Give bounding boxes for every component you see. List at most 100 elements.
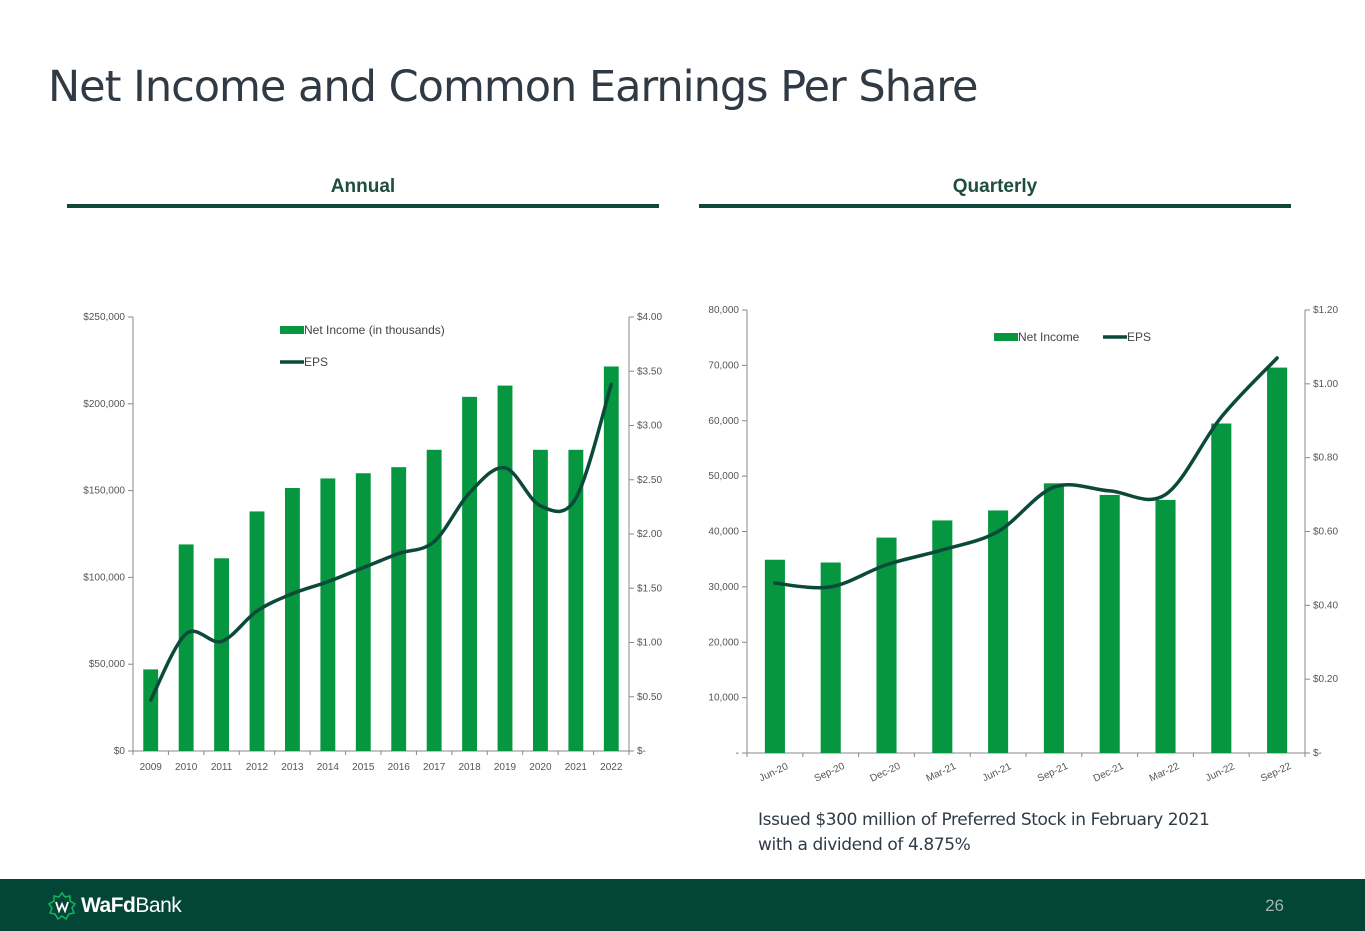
x-tick-label: Dec-20	[869, 761, 903, 785]
right-tick-label: $0.60	[1313, 527, 1338, 538]
net-income-bar	[532, 449, 548, 751]
net-income-bar	[820, 562, 841, 753]
left-tick-label: $0	[114, 746, 126, 757]
net-income-bar	[1211, 423, 1232, 753]
x-tick-label: 2017	[423, 762, 446, 773]
net-income-bar	[284, 487, 300, 751]
right-tick-label: $-	[1313, 748, 1322, 759]
x-tick-label: 2016	[388, 762, 411, 773]
net-income-bar	[1155, 499, 1176, 753]
x-tick-label: Mar-21	[925, 761, 959, 785]
x-tick-label: 2022	[600, 762, 623, 773]
x-tick-label: Mar-22	[1148, 761, 1182, 785]
net-income-bar	[462, 396, 478, 751]
left-tick-label: 30,000	[708, 582, 739, 593]
right-tick-label: $4.00	[637, 312, 662, 323]
x-tick-label: 2015	[352, 762, 375, 773]
right-tick-label: $-	[637, 746, 646, 757]
net-income-bar	[497, 385, 513, 751]
net-income-bar	[214, 558, 230, 751]
logo-wordmark: WaFdBank	[81, 894, 182, 917]
net-income-bar	[426, 449, 442, 751]
legend-swatch-net-income	[994, 333, 1018, 341]
x-tick-label: 2011	[211, 762, 233, 773]
page-title: Net Income and Common Earnings Per Share	[48, 62, 978, 112]
wafd-mark-icon	[47, 891, 77, 921]
net-income-bar	[932, 520, 953, 753]
x-tick-label: 2020	[529, 762, 552, 773]
net-income-bar	[876, 537, 897, 753]
right-tick-label: $1.20	[1313, 305, 1338, 316]
quarterly-rule	[699, 204, 1291, 208]
preferred-stock-note: Issued $300 million of Preferred Stock i…	[758, 810, 1210, 855]
right-tick-label: $0.20	[1313, 674, 1338, 685]
x-tick-label: Sep-20	[813, 761, 847, 785]
net-income-bar	[1099, 494, 1120, 753]
left-tick-label: $250,000	[83, 312, 125, 323]
page-number: 26	[1265, 896, 1284, 915]
left-tick-label: 50,000	[708, 471, 739, 482]
left-tick-label: $150,000	[83, 486, 125, 497]
net-income-bar	[249, 511, 265, 751]
left-tick-label: $50,000	[89, 659, 126, 670]
net-income-bar	[355, 473, 371, 751]
x-tick-label: 2021	[565, 762, 588, 773]
right-tick-label: $0.80	[1313, 453, 1338, 464]
net-income-bar	[988, 510, 1009, 753]
eps-line	[148, 382, 614, 702]
x-tick-label: Sep-22	[1259, 761, 1293, 785]
quarterly-heading: Quarterly	[952, 176, 1038, 197]
annual-chart: $0 $50,000 $100,000 $150,000 $200,000 $250,00…	[83, 312, 662, 773]
legend-label: Net Income	[1018, 330, 1080, 344]
net-income-bar	[178, 544, 194, 751]
x-tick-label: Jun-21	[981, 761, 1014, 784]
x-tick-label: 2018	[458, 762, 481, 773]
legend-label: EPS	[304, 355, 328, 369]
net-income-bar	[764, 559, 785, 753]
net-income-bar	[143, 669, 159, 751]
net-income-bar	[320, 478, 336, 751]
net-income-bar	[1267, 367, 1288, 753]
left-tick-label: 60,000	[708, 416, 739, 427]
net-income-bar	[568, 449, 584, 751]
right-tick-label: $0.40	[1313, 600, 1338, 611]
legend-label: EPS	[1127, 330, 1151, 344]
annual-heading: Annual	[330, 176, 396, 197]
left-tick-label: 40,000	[708, 527, 739, 538]
legend-label: Net Income (in thousands)	[304, 323, 445, 337]
net-income-bar	[603, 366, 619, 751]
x-tick-label: 2014	[317, 762, 340, 773]
right-tick-label: $2.00	[637, 529, 662, 540]
left-tick-label: -	[736, 748, 739, 759]
x-tick-label: 2012	[246, 762, 269, 773]
right-tick-label: $2.50	[637, 475, 662, 486]
right-tick-label: $1.00	[637, 638, 662, 649]
wafd-logo[interactable]: WaFdBank	[47, 891, 182, 921]
legend-swatch-net-income	[280, 326, 304, 334]
left-tick-label: $100,000	[83, 572, 125, 583]
x-tick-label: Jun-20	[758, 761, 791, 784]
x-tick-label: Jun-22	[1204, 761, 1237, 784]
quarterly-chart: - 10,000 20,000 30,000 40,000 50,000 60,000 70,…	[708, 305, 1338, 785]
right-tick-label: $1.00	[1313, 379, 1338, 390]
annual-rule	[67, 204, 659, 208]
x-tick-label: 2010	[175, 762, 198, 773]
eps-line	[773, 356, 1279, 590]
x-tick-label: 2019	[494, 762, 517, 773]
net-income-bar	[391, 467, 407, 751]
x-tick-label: 2013	[281, 762, 304, 773]
left-tick-label: 20,000	[708, 637, 739, 648]
left-tick-label: 10,000	[708, 693, 739, 704]
right-tick-label: $0.50	[637, 692, 662, 703]
right-tick-label: $3.00	[637, 421, 662, 432]
right-tick-label: $3.50	[637, 366, 662, 377]
left-tick-label: 70,000	[708, 360, 739, 371]
right-tick-label: $1.50	[637, 583, 662, 594]
footer-bar: WaFdBank 26	[0, 879, 1365, 931]
left-tick-label: 80,000	[708, 305, 739, 316]
x-tick-label: 2009	[140, 762, 163, 773]
left-tick-label: $200,000	[83, 399, 125, 410]
x-tick-label: Dec-21	[1092, 761, 1126, 785]
x-tick-label: Sep-21	[1036, 761, 1070, 785]
net-income-bar	[1043, 483, 1064, 753]
